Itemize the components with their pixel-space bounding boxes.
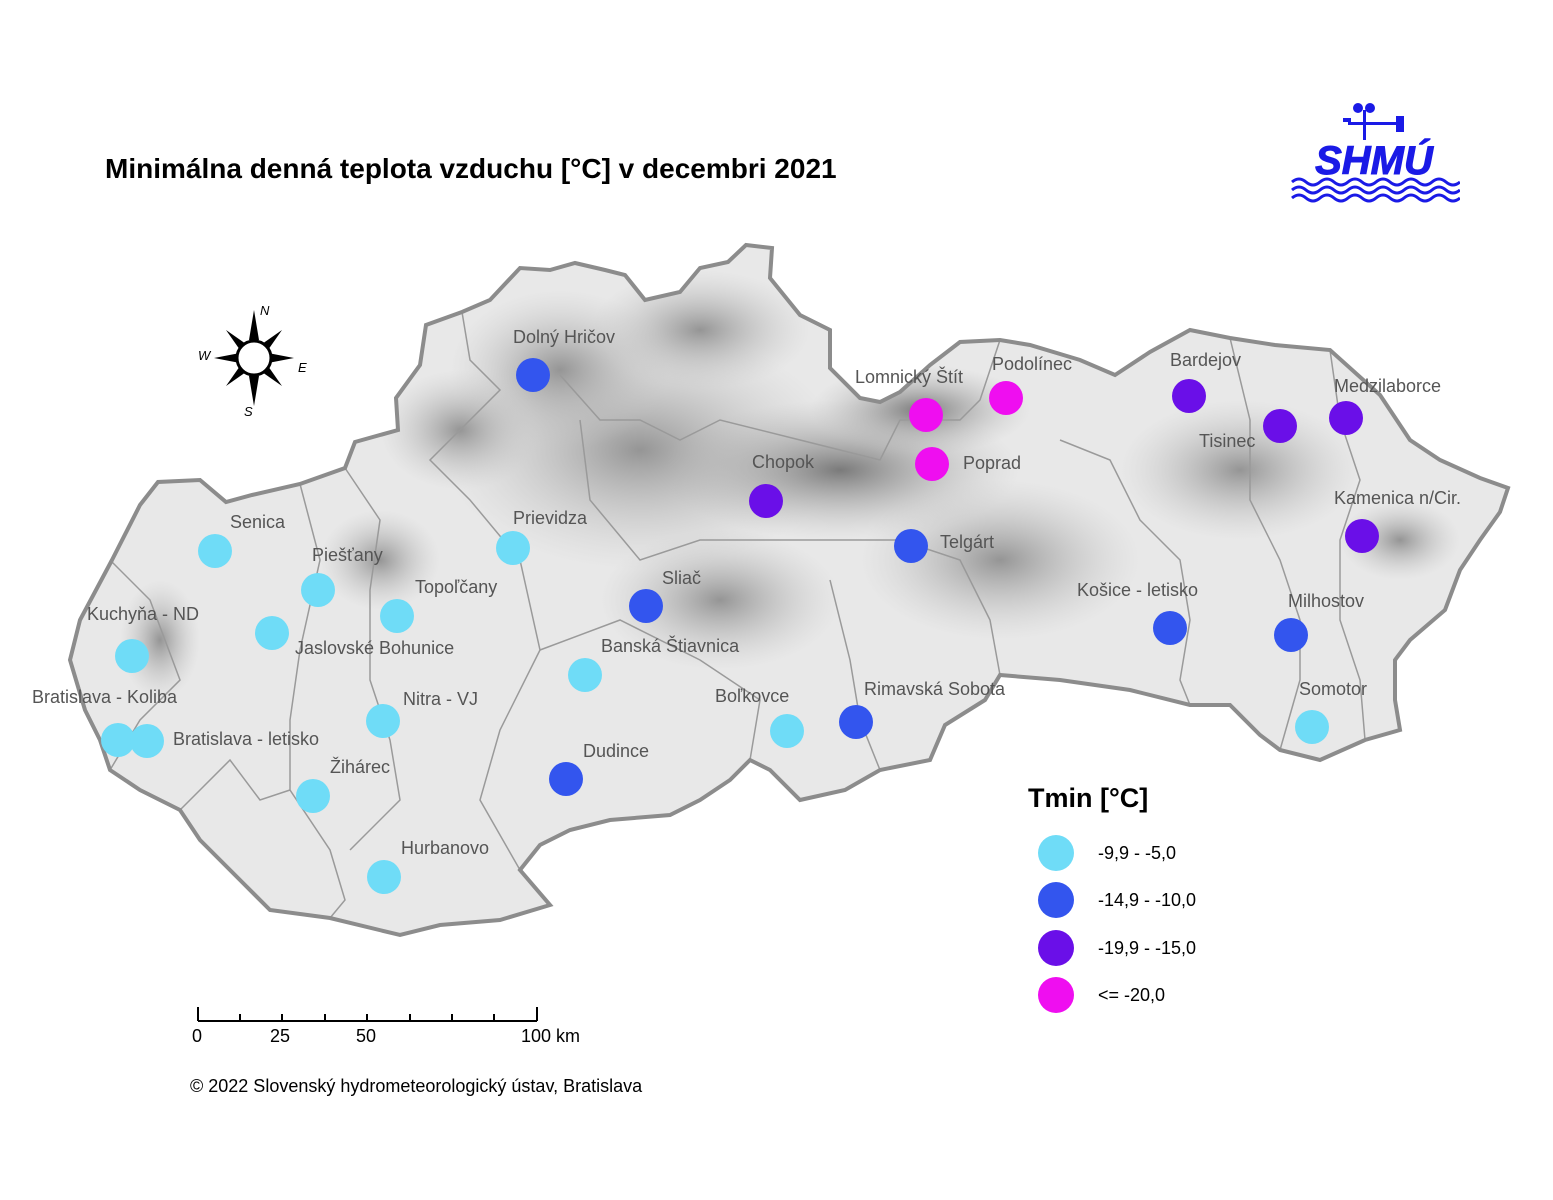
scale-label-0: 0 — [192, 1026, 203, 1046]
compass-ring — [235, 339, 273, 377]
compass-n: N — [260, 303, 270, 318]
station-label-medzilaborce: Medzilaborce — [1334, 376, 1441, 396]
station-label-prievidza: Prievidza — [513, 508, 588, 528]
station-label-bratislava-koliba: Bratislava - Koliba — [32, 687, 178, 707]
station-marker-dudince[interactable] — [549, 762, 583, 796]
anemometer-icon — [1343, 103, 1404, 140]
station-label-senica: Senica — [230, 512, 286, 532]
station-marker-bratislava-letisko[interactable] — [130, 724, 164, 758]
station-marker-bardejov[interactable] — [1172, 379, 1206, 413]
logo-text: SHMÚ — [1315, 137, 1434, 183]
station-marker-senica[interactable] — [198, 534, 232, 568]
station-label-kamenica-n-cir: Kamenica n/Cir. — [1334, 488, 1461, 508]
station-marker-banska-stiavnica[interactable] — [568, 658, 602, 692]
station-label-dolny-hricov: Dolný Hričov — [513, 327, 615, 347]
station-marker-piestany[interactable] — [301, 573, 335, 607]
legend-swatch — [1038, 977, 1074, 1013]
station-marker-nitra-vj[interactable] — [366, 704, 400, 738]
scale-bar — [197, 1007, 538, 1022]
station-label-jaslovske-bohunice: Jaslovské Bohunice — [295, 638, 454, 658]
station-marker-chopok[interactable] — [749, 484, 783, 518]
legend-label: <= -20,0 — [1098, 985, 1166, 1005]
station-marker-podolinec[interactable] — [989, 381, 1023, 415]
shmu-logo: SHMÚ — [1291, 103, 1460, 203]
legend-swatch — [1038, 882, 1074, 918]
station-marker-ziharec[interactable] — [296, 779, 330, 813]
station-label-tisinec: Tisinec — [1199, 431, 1255, 451]
station-label-podolinec: Podolínec — [992, 354, 1072, 374]
scale-label-50: 50 — [356, 1026, 377, 1046]
waves-icon — [1291, 177, 1460, 203]
map-title: Minimálna denná teplota vzduchu [°C] v d… — [105, 153, 837, 184]
station-marker-bratislava-koliba[interactable] — [101, 723, 135, 757]
station-marker-telgart[interactable] — [894, 529, 928, 563]
station-marker-topolcany[interactable] — [380, 599, 414, 633]
compass-w: W — [198, 348, 212, 363]
station-label-chopok: Chopok — [752, 452, 815, 472]
legend-label: -19,9 - -15,0 — [1098, 938, 1197, 958]
station-label-bratislava-letisko: Bratislava - letisko — [173, 729, 319, 749]
station-label-dudince: Dudince — [583, 741, 649, 761]
compass-rose: N S E W — [198, 303, 307, 419]
stations-layer: Dolný Hričov Lomnický Štít Podolínec Bardej… — [32, 327, 1461, 894]
legend-label: -9,9 - -5,0 — [1098, 843, 1177, 863]
station-label-milhostov: Milhostov — [1288, 591, 1364, 611]
station-marker-bolkovce[interactable] — [770, 714, 804, 748]
station-marker-prievidza[interactable] — [496, 531, 530, 565]
station-label-ziharec: Žihárec — [330, 757, 390, 777]
station-marker-milhostov[interactable] — [1274, 618, 1308, 652]
scale-label-100: 100 km — [521, 1026, 581, 1046]
station-label-banska-stiavnica: Banská Štiavnica — [601, 635, 740, 656]
station-marker-poprad[interactable] — [915, 447, 949, 481]
station-label-nitra-vj: Nitra - VJ — [403, 689, 478, 709]
legend-title: Tmin [°C] — [1028, 783, 1149, 813]
station-marker-sliac[interactable] — [629, 589, 663, 623]
station-marker-kosice-letisko[interactable] — [1153, 611, 1187, 645]
station-marker-jaslovske-bohunice[interactable] — [255, 616, 289, 650]
station-marker-dolny-hricov[interactable] — [516, 358, 550, 392]
legend-label: -14,9 - -10,0 — [1098, 890, 1197, 910]
compass-e: E — [298, 360, 307, 375]
station-label-piestany: Piešťany — [312, 545, 383, 565]
station-marker-rimavska-sobota[interactable] — [839, 705, 873, 739]
station-label-kuchyna-nd: Kuchyňa - ND — [87, 604, 199, 624]
station-label-kosice-letisko: Košice - letisko — [1077, 580, 1198, 600]
station-marker-kuchyna-nd[interactable] — [115, 639, 149, 673]
station-label-rimavska-sobota: Rimavská Sobota — [864, 679, 1006, 699]
legend-swatch — [1038, 835, 1074, 871]
station-marker-hurbanovo[interactable] — [367, 860, 401, 894]
legend-swatch — [1038, 930, 1074, 966]
station-label-bardejov: Bardejov — [1170, 350, 1241, 370]
station-label-lomnicky-stit: Lomnický Štít — [855, 366, 963, 387]
station-label-sliac: Sliač — [662, 568, 701, 588]
copyright-notice: © 2022 Slovenský hydrometeorologický úst… — [190, 1076, 643, 1096]
station-marker-kamenica-n-cir[interactable] — [1345, 519, 1379, 553]
region-boundaries — [109, 311, 1366, 919]
station-marker-lomnicky-stit[interactable] — [909, 398, 943, 432]
station-marker-somotor[interactable] — [1295, 710, 1329, 744]
station-label-bolkovce: Boľkovce — [715, 686, 789, 706]
compass-s: S — [244, 404, 253, 419]
station-label-hurbanovo: Hurbanovo — [401, 838, 489, 858]
station-label-topolcany: Topoľčany — [415, 577, 497, 597]
station-marker-tisinec[interactable] — [1263, 409, 1297, 443]
station-label-somotor: Somotor — [1299, 679, 1367, 699]
station-label-telgart: Telgárt — [940, 532, 994, 552]
station-marker-medzilaborce[interactable] — [1329, 401, 1363, 435]
station-label-poprad: Poprad — [963, 453, 1021, 473]
scale-label-25: 25 — [270, 1026, 291, 1046]
country-border — [67, 242, 1511, 938]
